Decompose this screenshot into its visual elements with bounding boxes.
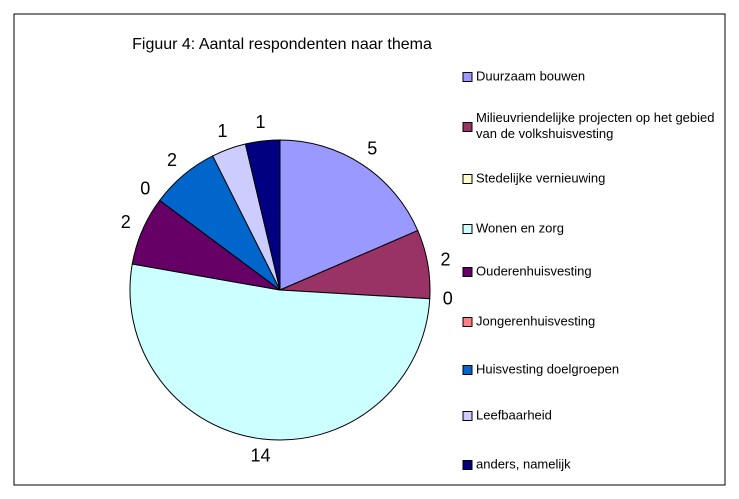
legend-swatch xyxy=(462,72,473,82)
value-label: 2 xyxy=(440,250,450,270)
value-label: 2 xyxy=(167,150,177,170)
legend-swatch xyxy=(462,174,473,184)
value-label: 5 xyxy=(367,138,377,158)
value-label: 1 xyxy=(255,112,265,132)
value-label: 1 xyxy=(218,121,228,141)
legend-label: Leefbaarheid xyxy=(476,407,552,422)
legend-label: Huisvesting doelgroepen xyxy=(476,361,619,376)
legend-label: Ouderenhuisvesting xyxy=(476,263,592,278)
legend-label: Stedelijke vernieuwing xyxy=(476,170,605,185)
legend-label: Wonen en zorg xyxy=(476,220,564,235)
legend-swatch xyxy=(462,317,473,327)
legend-label: Milieuvriendelijke projecten op het gebi… xyxy=(476,110,714,141)
legend-swatch xyxy=(462,460,473,470)
value-label: 0 xyxy=(140,178,150,198)
legend-label: Jongerenhuisvesting xyxy=(476,313,595,328)
value-label: 0 xyxy=(443,289,453,309)
legend-swatch xyxy=(462,365,473,375)
value-label: 2 xyxy=(121,212,131,232)
pie-slice xyxy=(129,263,431,441)
chart-title: Figuur 4: Aantal respondenten naar thema xyxy=(132,36,432,53)
legend-label: Duurzaam bouwen xyxy=(476,68,585,83)
legend-swatch xyxy=(462,411,473,421)
pie-slice xyxy=(279,139,419,291)
legend-label: anders, namelijk xyxy=(476,456,571,471)
legend-swatch xyxy=(462,224,473,234)
legend-swatch xyxy=(462,267,473,277)
pie-slice xyxy=(244,139,281,291)
value-label: 14 xyxy=(250,446,270,466)
legend-swatch xyxy=(462,122,473,132)
